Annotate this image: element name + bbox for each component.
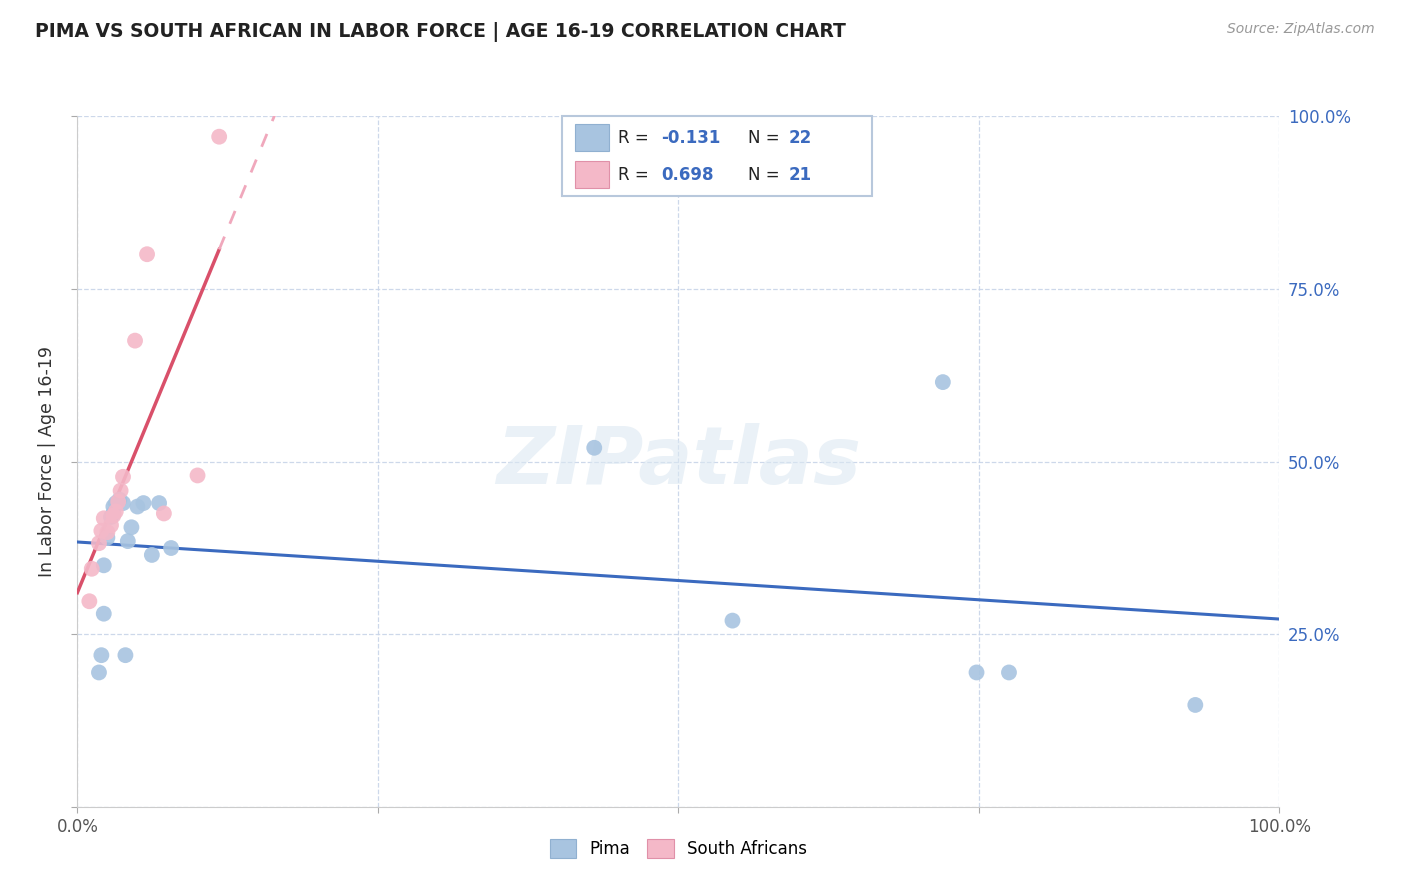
Point bbox=[103, 507, 125, 521]
Point bbox=[160, 541, 183, 555]
Text: 22: 22 bbox=[789, 128, 811, 146]
Point bbox=[87, 536, 110, 550]
Point bbox=[114, 648, 136, 662]
Text: 0.698: 0.698 bbox=[661, 166, 714, 184]
Point bbox=[1184, 698, 1206, 712]
Point bbox=[100, 510, 122, 524]
Point bbox=[104, 496, 127, 510]
Point bbox=[120, 520, 142, 534]
Point bbox=[132, 496, 155, 510]
Point bbox=[93, 607, 115, 621]
Point bbox=[110, 483, 132, 498]
Point bbox=[103, 500, 125, 514]
Point bbox=[966, 665, 988, 680]
Point bbox=[90, 648, 112, 662]
Point bbox=[104, 504, 127, 518]
Point bbox=[117, 534, 139, 549]
Point bbox=[187, 468, 209, 483]
Point bbox=[153, 507, 176, 521]
Point bbox=[108, 492, 131, 507]
Bar bbox=[575, 124, 609, 152]
Point bbox=[80, 562, 103, 576]
Point bbox=[148, 496, 170, 510]
Point bbox=[107, 494, 129, 508]
Y-axis label: In Labor Force | Age 16-19: In Labor Force | Age 16-19 bbox=[38, 346, 56, 577]
Point bbox=[111, 496, 134, 510]
Point bbox=[721, 614, 744, 628]
Point bbox=[124, 334, 146, 348]
Bar bbox=[575, 161, 609, 188]
Text: PIMA VS SOUTH AFRICAN IN LABOR FORCE | AGE 16-19 CORRELATION CHART: PIMA VS SOUTH AFRICAN IN LABOR FORCE | A… bbox=[35, 22, 846, 42]
Point bbox=[136, 247, 159, 261]
Text: R =: R = bbox=[619, 128, 654, 146]
Point bbox=[90, 524, 112, 538]
Text: ZIPatlas: ZIPatlas bbox=[496, 423, 860, 500]
Point bbox=[96, 525, 118, 540]
Point bbox=[208, 129, 231, 144]
Text: N =: N = bbox=[748, 128, 785, 146]
Point bbox=[141, 548, 163, 562]
Point bbox=[100, 518, 122, 533]
Text: Source: ZipAtlas.com: Source: ZipAtlas.com bbox=[1227, 22, 1375, 37]
Text: -0.131: -0.131 bbox=[661, 128, 721, 146]
Point bbox=[932, 375, 955, 389]
Point bbox=[583, 441, 606, 455]
Point bbox=[87, 665, 110, 680]
Point bbox=[998, 665, 1021, 680]
Text: N =: N = bbox=[748, 166, 785, 184]
Point bbox=[103, 508, 125, 523]
Point bbox=[93, 558, 115, 573]
Text: 21: 21 bbox=[789, 166, 811, 184]
Point bbox=[96, 531, 118, 545]
Legend: Pima, South Africans: Pima, South Africans bbox=[543, 832, 814, 864]
Point bbox=[79, 594, 101, 608]
Text: R =: R = bbox=[619, 166, 654, 184]
Point bbox=[93, 511, 115, 525]
Point bbox=[127, 500, 149, 514]
Point bbox=[111, 470, 134, 484]
